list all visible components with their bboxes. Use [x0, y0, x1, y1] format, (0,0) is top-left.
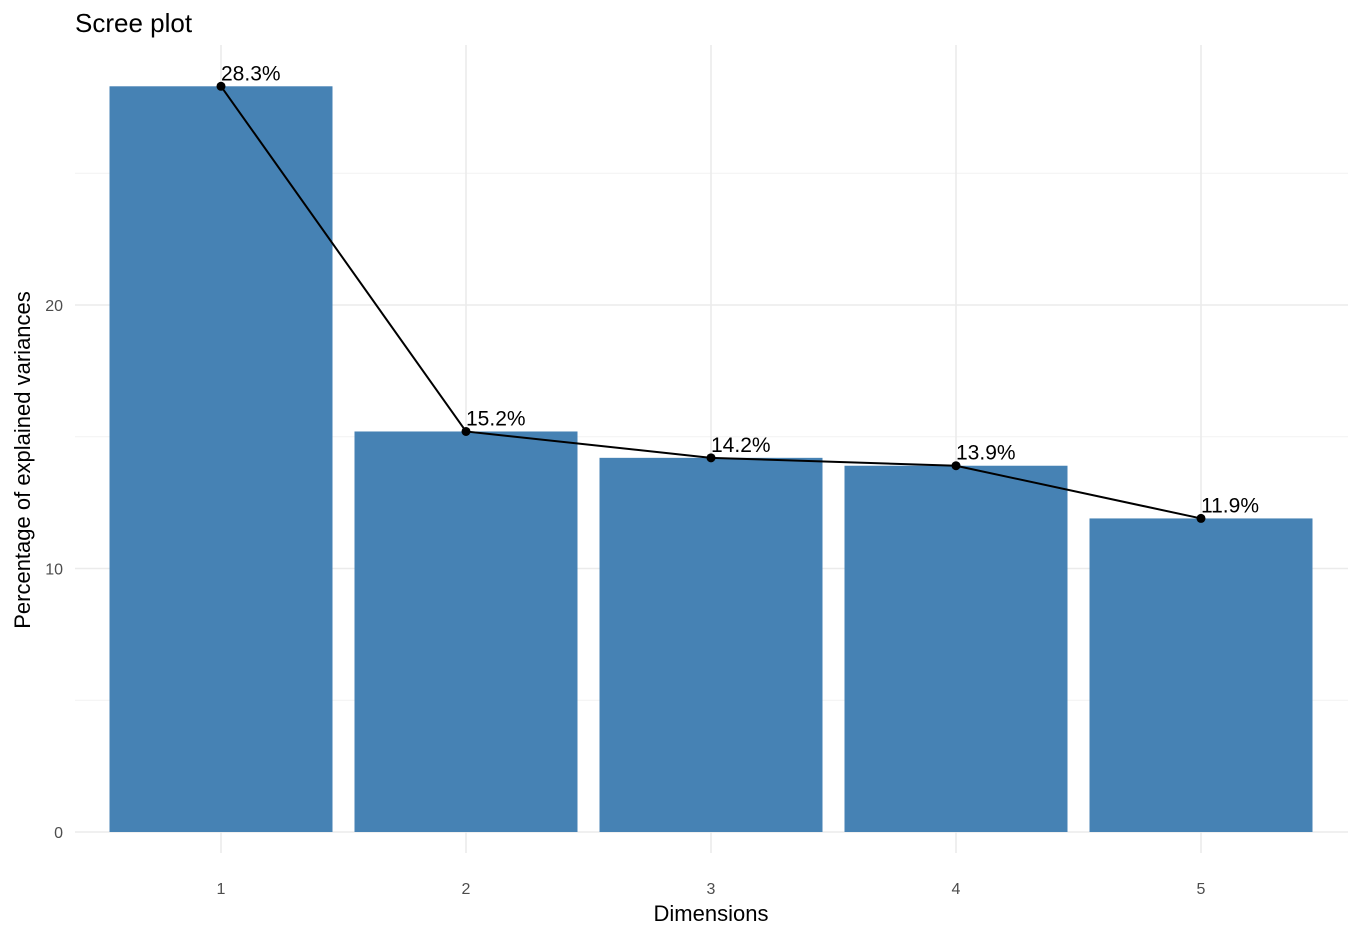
bar — [1089, 518, 1313, 832]
y-axis-title: Percentage of explained variances — [10, 291, 35, 629]
x-axis-title: Dimensions — [654, 901, 769, 926]
bar — [599, 457, 823, 832]
data-labels: 28.3% 15.2% 14.2% 13.9% 11.9% — [221, 62, 1259, 517]
bar — [844, 465, 1068, 832]
data-point — [216, 81, 226, 91]
data-point — [706, 453, 716, 463]
y-tick-labels: 0 10 20 — [45, 298, 63, 842]
data-label: 13.9% — [956, 442, 1016, 465]
chart-title: Scree plot — [75, 8, 193, 38]
y-tick-label: 0 — [54, 825, 63, 842]
x-tick-label: 5 — [1197, 881, 1206, 898]
data-label: 28.3% — [221, 62, 281, 85]
x-tick-label: 1 — [217, 881, 226, 898]
points — [216, 81, 1206, 523]
x-tick-label: 3 — [707, 881, 716, 898]
x-tick-label: 4 — [952, 881, 961, 898]
data-label: 14.2% — [711, 434, 771, 457]
data-point — [461, 426, 471, 436]
x-tick-label: 2 — [462, 881, 471, 898]
bar — [109, 86, 333, 833]
data-label: 11.9% — [1201, 494, 1259, 517]
data-label: 15.2% — [466, 407, 526, 430]
x-tick-labels: 1 2 3 4 5 — [217, 881, 1206, 898]
bar — [354, 431, 578, 832]
y-tick-label: 20 — [45, 298, 63, 315]
data-point — [1196, 513, 1206, 523]
bars — [109, 86, 1313, 833]
y-tick-label: 10 — [45, 562, 63, 579]
data-point — [951, 461, 961, 471]
